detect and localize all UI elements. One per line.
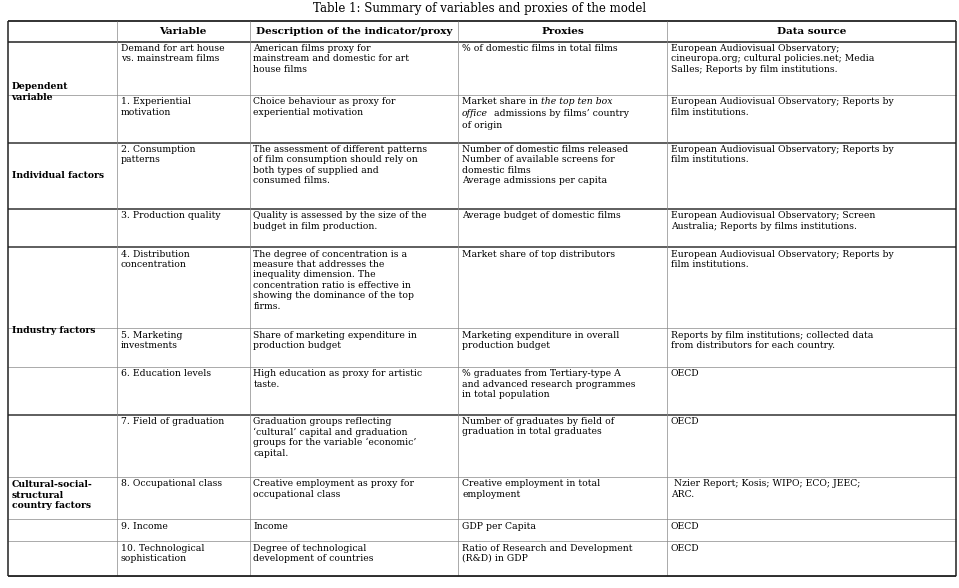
Text: Income: Income xyxy=(253,522,289,530)
Text: Variable: Variable xyxy=(159,27,207,36)
Text: Degree of technological
development of countries: Degree of technological development of c… xyxy=(253,544,374,563)
Text: 10. Technological
sophistication: 10. Technological sophistication xyxy=(121,544,204,563)
Text: Proxies: Proxies xyxy=(541,27,584,36)
Text: Creative employment in total
employment: Creative employment in total employment xyxy=(462,479,600,499)
Text: Individual factors: Individual factors xyxy=(12,171,104,180)
Text: Dependent
variable: Dependent variable xyxy=(12,82,68,102)
Text: Share of marketing expenditure in
production budget: Share of marketing expenditure in produc… xyxy=(253,330,417,350)
Text: 2. Consumption
patterns: 2. Consumption patterns xyxy=(121,145,195,165)
Text: Nzier Report; Kosis; WIPO; ECO; JEEC;
ARC.: Nzier Report; Kosis; WIPO; ECO; JEEC; AR… xyxy=(670,479,860,499)
Text: Table 1: Summary of variables and proxies of the model: Table 1: Summary of variables and proxie… xyxy=(313,2,646,15)
Text: OECD: OECD xyxy=(670,544,699,553)
Text: Quality is assessed by the size of the
budget in film production.: Quality is assessed by the size of the b… xyxy=(253,211,427,230)
Text: 9. Income: 9. Income xyxy=(121,522,168,530)
Text: the top ten box: the top ten box xyxy=(541,97,612,106)
Text: Number of graduates by field of
graduation in total graduates: Number of graduates by field of graduati… xyxy=(462,417,615,436)
Text: European Audiovisual Observatory; Reports by
film institutions.: European Audiovisual Observatory; Report… xyxy=(670,97,894,116)
Text: % graduates from Tertiary-type A
and advanced research programmes
in total popul: % graduates from Tertiary-type A and adv… xyxy=(462,369,636,399)
Text: The assessment of different patterns
of film consumption should rely on
both typ: The assessment of different patterns of … xyxy=(253,145,428,185)
Text: Graduation groups reflecting
‘cultural’ capital and graduation
groups for the va: Graduation groups reflecting ‘cultural’ … xyxy=(253,417,417,458)
Text: Marketing expenditure in overall
production budget: Marketing expenditure in overall product… xyxy=(462,330,620,350)
Text: Number of domestic films released
Number of available screens for
domestic films: Number of domestic films released Number… xyxy=(462,145,628,185)
Text: 1. Experiential
motivation: 1. Experiential motivation xyxy=(121,97,191,116)
Text: % of domestic films in total films: % of domestic films in total films xyxy=(462,44,618,53)
Text: European Audiovisual Observatory;
cineuropa.org; cultural policies.net; Media
Sa: European Audiovisual Observatory; cineur… xyxy=(670,44,874,74)
Text: Ratio of Research and Development
(R&D) in GDP: Ratio of Research and Development (R&D) … xyxy=(462,544,633,563)
Text: 4. Distribution
concentration: 4. Distribution concentration xyxy=(121,250,189,269)
Text: Industry factors: Industry factors xyxy=(12,326,95,335)
Text: 8. Occupational class: 8. Occupational class xyxy=(121,479,222,488)
Text: 6. Education levels: 6. Education levels xyxy=(121,369,211,378)
Text: GDP per Capita: GDP per Capita xyxy=(462,522,536,530)
Text: Demand for art house
vs. mainstream films: Demand for art house vs. mainstream film… xyxy=(121,44,224,64)
Text: Choice behaviour as proxy for
experiential motivation: Choice behaviour as proxy for experienti… xyxy=(253,97,396,116)
Text: OECD: OECD xyxy=(670,522,699,530)
Text: American films proxy for
mainstream and domestic for art
house films: American films proxy for mainstream and … xyxy=(253,44,409,74)
Text: The degree of concentration is a
measure that addresses the
inequality dimension: The degree of concentration is a measure… xyxy=(253,250,414,310)
Text: Cultural-social-
structural
country factors: Cultural-social- structural country fact… xyxy=(12,480,92,510)
Text: Description of the indicator/proxy: Description of the indicator/proxy xyxy=(256,27,452,36)
Text: Creative employment as proxy for
occupational class: Creative employment as proxy for occupat… xyxy=(253,479,414,499)
Text: European Audiovisual Observatory; Screen
Australia; Reports by films institution: European Audiovisual Observatory; Screen… xyxy=(670,211,875,230)
Text: OECD: OECD xyxy=(670,369,699,378)
Text: Data source: Data source xyxy=(777,27,846,36)
Text: OECD: OECD xyxy=(670,417,699,426)
Text: High education as proxy for artistic
taste.: High education as proxy for artistic tas… xyxy=(253,369,423,389)
Text: of origin: of origin xyxy=(462,121,503,131)
Text: Average budget of domestic films: Average budget of domestic films xyxy=(462,211,620,220)
Text: office: office xyxy=(462,109,488,118)
Text: 5. Marketing
investments: 5. Marketing investments xyxy=(121,330,182,350)
Text: admissions by films’ country: admissions by films’ country xyxy=(491,109,629,118)
Text: Reports by film institutions; collected data
from distributors for each country.: Reports by film institutions; collected … xyxy=(670,330,873,350)
Text: European Audiovisual Observatory; Reports by
film institutions.: European Audiovisual Observatory; Report… xyxy=(670,250,894,269)
Text: Market share in: Market share in xyxy=(462,97,541,106)
Text: Market share of top distributors: Market share of top distributors xyxy=(462,250,615,259)
Text: 7. Field of graduation: 7. Field of graduation xyxy=(121,417,223,426)
Text: European Audiovisual Observatory; Reports by
film institutions.: European Audiovisual Observatory; Report… xyxy=(670,145,894,165)
Text: 3. Production quality: 3. Production quality xyxy=(121,211,221,220)
